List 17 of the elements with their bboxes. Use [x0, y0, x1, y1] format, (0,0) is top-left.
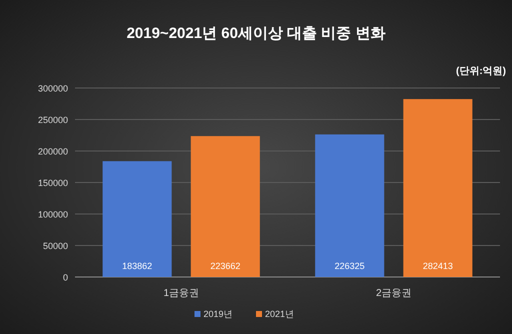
- y-tick-label: 250000: [38, 115, 68, 125]
- data-label: 223662: [210, 261, 240, 271]
- y-tick-label: 300000: [38, 84, 68, 94]
- data-label: 183862: [122, 261, 152, 271]
- data-label: 226325: [334, 261, 365, 271]
- y-tick-label: 200000: [38, 146, 68, 156]
- text: (단위:억원): [456, 66, 506, 77]
- data-label: 282413: [422, 261, 453, 271]
- y-tick-label: 150000: [38, 178, 68, 188]
- y-tick-label: 0: [62, 272, 68, 282]
- y-tick-label: 100000: [38, 210, 68, 220]
- y-tick-label: 50000: [42, 241, 68, 251]
- x-tick-label: 2금융권: [376, 288, 412, 299]
- x-tick-label: 1금융권: [163, 288, 200, 299]
- chart-title: 2019~2021년 60세이상 대출 비중 변화: [126, 25, 386, 42]
- legend-label: 2019년: [204, 309, 233, 319]
- legend-label: 2021년: [265, 309, 294, 319]
